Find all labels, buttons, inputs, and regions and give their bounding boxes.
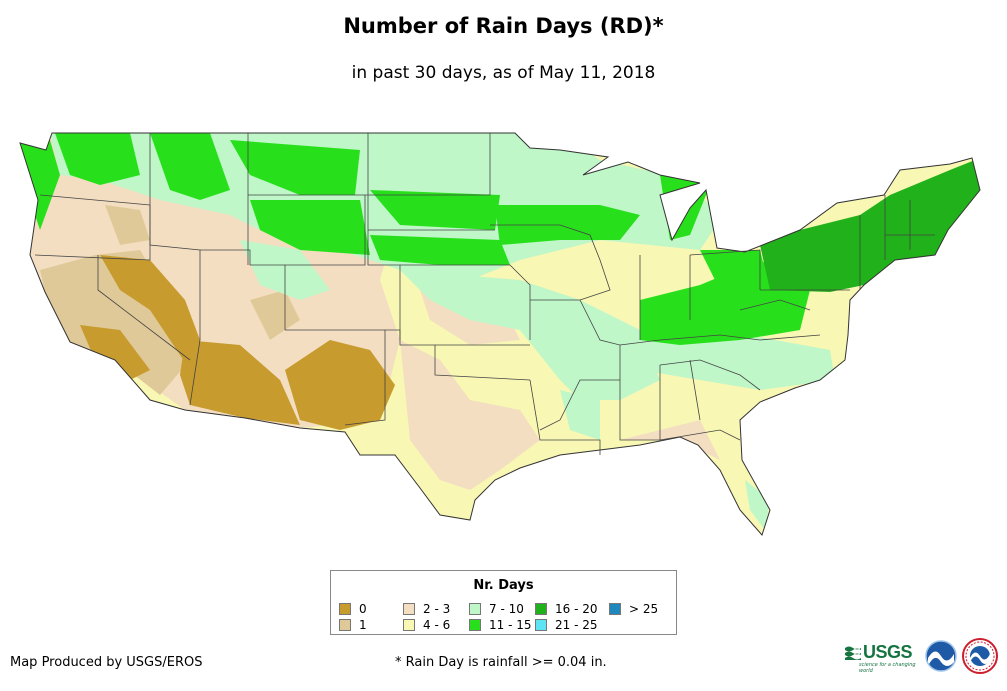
legend-label: 4 - 6	[423, 618, 451, 632]
nws-logo-icon	[962, 638, 998, 674]
map-credit: Map Produced by USGS/EROS	[10, 655, 203, 670]
legend-item-6: 16 - 20	[535, 602, 598, 616]
usgs-tagline: science for a changing world	[859, 662, 916, 674]
legend-swatch	[339, 619, 351, 631]
noaa-logo-icon	[925, 640, 957, 672]
legend-label: 7 - 10	[489, 602, 524, 616]
legend-label: 21 - 25	[555, 618, 598, 632]
legend-item-8: > 25	[609, 602, 658, 616]
legend-item-3: 4 - 6	[403, 618, 450, 632]
legend-swatch	[609, 603, 621, 615]
legend-swatch	[535, 603, 547, 615]
legend-swatch	[469, 603, 481, 615]
legend-item-5: 11 - 15	[469, 618, 532, 632]
legend-item-2: 2 - 3	[403, 602, 450, 616]
map-title: Number of Rain Days (RD)*	[343, 14, 664, 38]
legend-swatch	[403, 619, 415, 631]
legend-title: Nr. Days	[473, 578, 534, 593]
legend-item-1: 1	[339, 618, 367, 632]
legend-swatch	[339, 603, 351, 615]
legend-swatch	[403, 603, 415, 615]
legend-swatch	[535, 619, 547, 631]
legend: Nr. Days 0 1 2 - 3 4 - 6 7 - 10 11 - 15 …	[330, 570, 677, 635]
usgs-wordmark: USGS	[863, 642, 913, 662]
legend-label: 11 - 15	[489, 618, 532, 632]
legend-label: 2 - 3	[423, 602, 451, 616]
legend-label: 16 - 20	[555, 602, 598, 616]
legend-swatch	[469, 619, 481, 631]
rain-days-map	[19, 132, 981, 536]
legend-item-0: 0	[339, 602, 367, 616]
legend-item-7: 21 - 25	[535, 618, 598, 632]
usgs-waves-icon	[845, 646, 861, 660]
footnote: * Rain Day is rainfall >= 0.04 in.	[395, 655, 607, 670]
legend-label: 0	[359, 602, 367, 616]
legend-item-4: 7 - 10	[469, 602, 524, 616]
usgs-logo: USGS science for a changing world	[845, 642, 920, 674]
legend-label: 1	[359, 618, 367, 632]
map-subtitle: in past 30 days, as of May 11, 2018	[351, 63, 656, 83]
legend-label: > 25	[629, 602, 659, 616]
